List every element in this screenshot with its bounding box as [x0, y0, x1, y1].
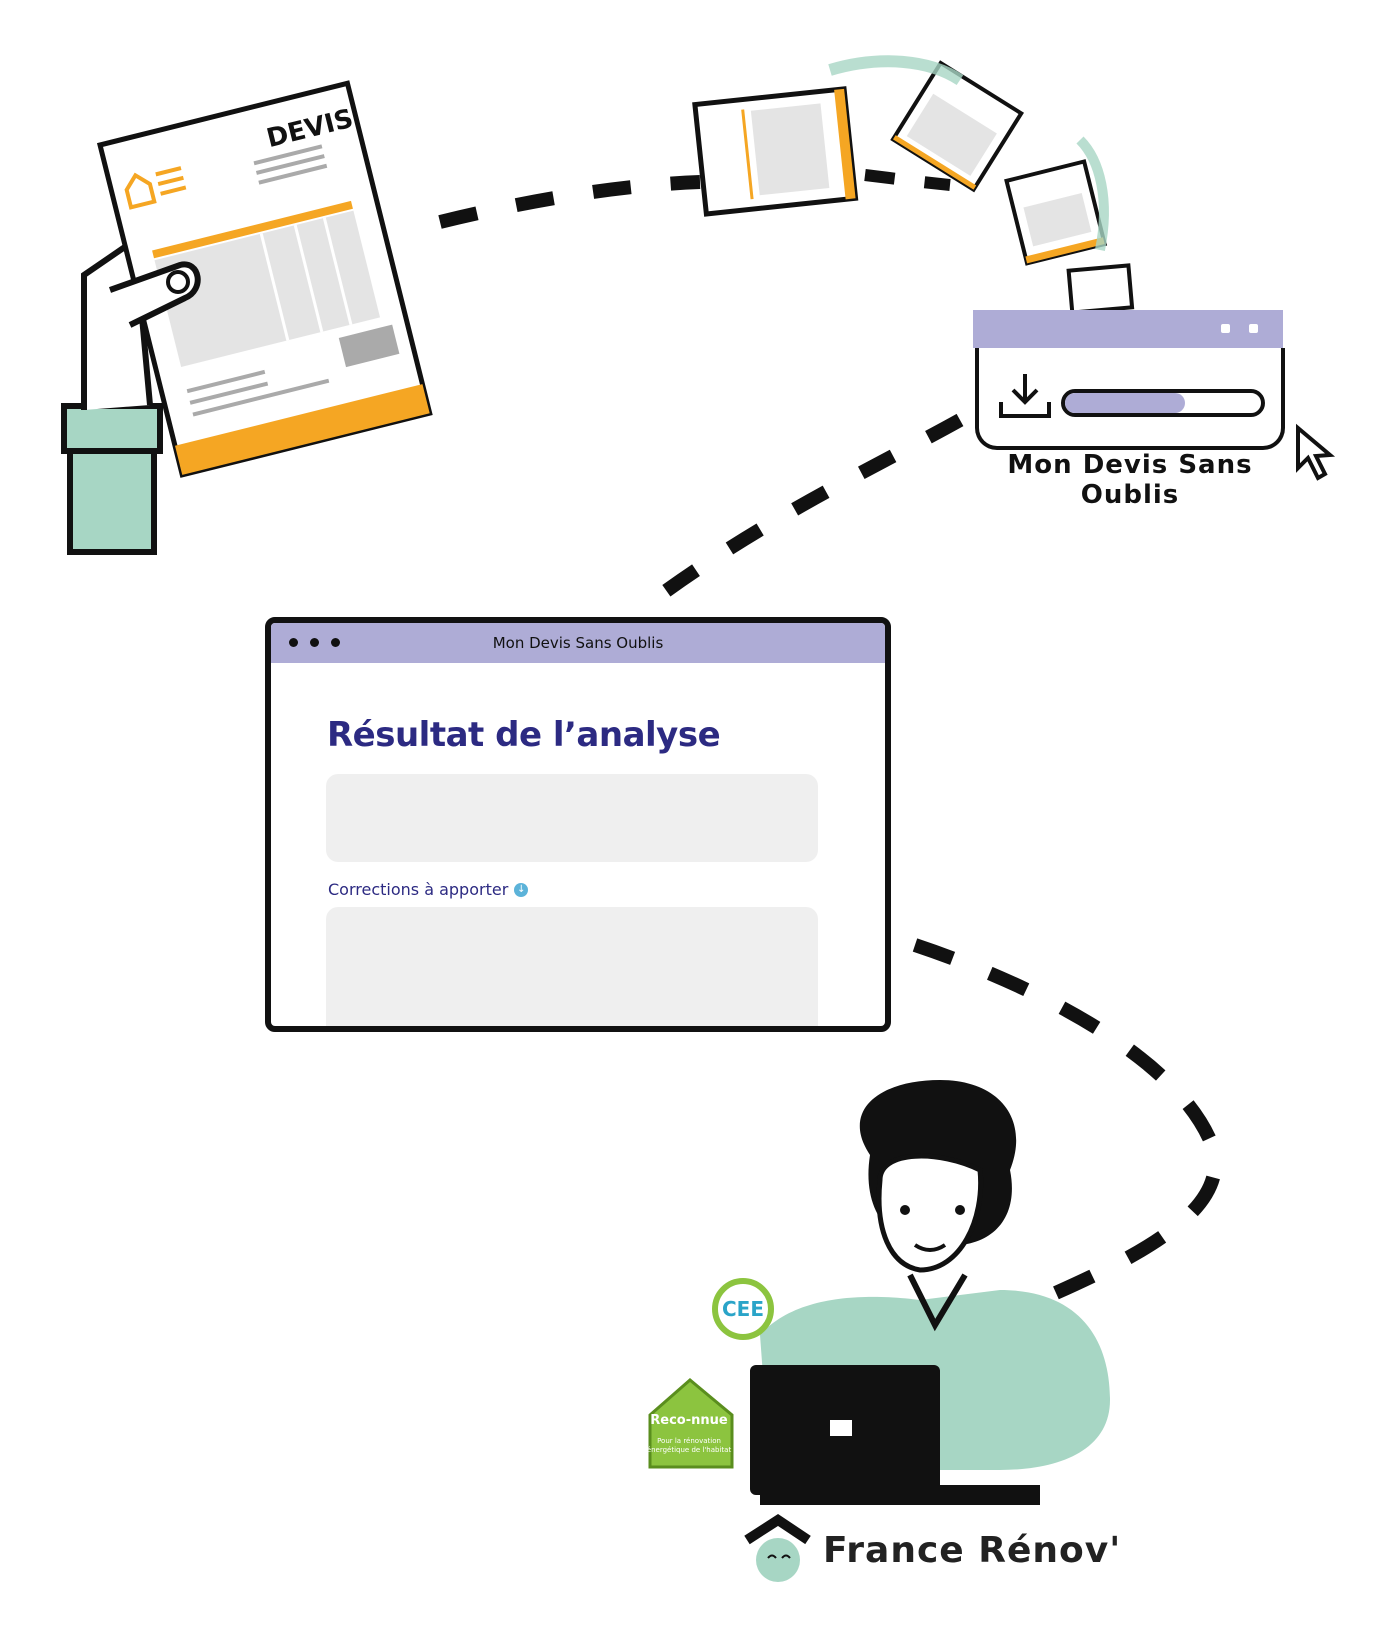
dashed-path-1 [438, 175, 701, 229]
corrections-label: Corrections à apporter [328, 880, 509, 899]
flying-doc-3 [1004, 159, 1108, 266]
dashed-path-2 [864, 169, 951, 191]
reco-label: Reco-nnue Pour la rénovation énergétique… [645, 1373, 733, 1467]
upload-caption: Mon Devis Sans Oublis [1007, 450, 1253, 510]
window-dot-icon[interactable] [289, 638, 298, 647]
summary-box [326, 774, 818, 862]
reco-sub-line-1: Pour la rénovation [657, 1437, 721, 1445]
devis-paper [96, 80, 433, 478]
reco-label-name: Reco-nnue [650, 1413, 728, 1428]
reco-house-shape [648, 1378, 734, 1469]
result-window: Mon Devis Sans Oublis Résultat de l’anal… [265, 617, 891, 1032]
cursor-icon [1296, 423, 1336, 481]
person-illustration [750, 1080, 1110, 1505]
thumb-illustration [108, 261, 201, 328]
upload-panel[interactable] [973, 310, 1285, 450]
window-dot-icon[interactable] [331, 638, 340, 647]
flying-doc-4 [1066, 263, 1135, 315]
download-icon [999, 374, 1051, 418]
dashed-path-4 [912, 938, 1223, 1307]
brand-name: France Rénov' [823, 1530, 1122, 1571]
window-button-icon [1221, 324, 1230, 333]
reco-sub-line-2: énergétique de l'habitat [646, 1446, 732, 1454]
window-titlebar: Mon Devis Sans Oublis [271, 623, 885, 663]
flying-doc-1 [692, 86, 859, 217]
brand-house-icon [744, 1514, 811, 1582]
upload-progress-bar [1061, 389, 1265, 417]
flying-doc-2 [890, 60, 1025, 193]
window-title: Mon Devis Sans Oublis [492, 634, 664, 652]
page-title: Résultat de l’analyse [327, 715, 721, 755]
corrections-box [326, 907, 818, 1026]
dashed-path-3 [635, 413, 964, 616]
reco-label-sub: Pour la rénovation énergétique de l'habi… [645, 1437, 733, 1455]
cee-badge: CEE [712, 1278, 774, 1340]
window-controls[interactable] [289, 638, 340, 647]
corrections-link[interactable]: Corrections à apporter ↓ [328, 880, 529, 899]
window-button-icon [1249, 324, 1258, 333]
upload-titlebar [973, 310, 1283, 348]
info-down-icon: ↓ [514, 882, 529, 897]
window-dot-icon[interactable] [310, 638, 319, 647]
